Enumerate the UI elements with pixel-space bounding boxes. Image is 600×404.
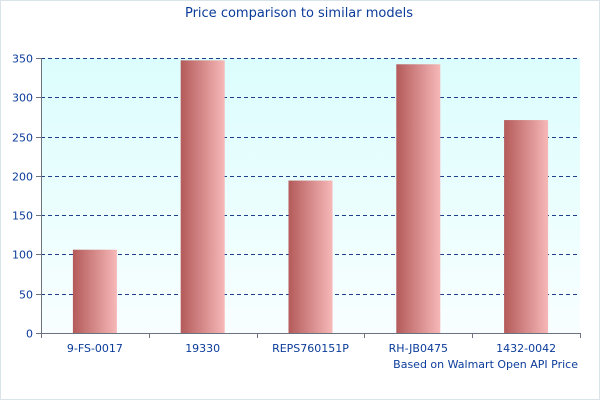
x-axis-ticks: 9-FS-0017 19330 REPS760151P RH-JB0475 1432-0… xyxy=(41,333,581,355)
y-tick-label: 50 xyxy=(19,289,33,302)
x-tick-label: 1432-0042 xyxy=(496,342,556,355)
bar-REPS760151P xyxy=(288,180,333,333)
x-tick-label: 9-FS-0017 xyxy=(67,342,123,355)
y-tick-label: 300 xyxy=(12,92,33,105)
bar-9-FS-0017 xyxy=(72,249,117,333)
chart-title: Price comparison to similar models xyxy=(185,6,413,21)
x-tick-label: RH-JB0475 xyxy=(389,342,448,355)
x-tick-label: 19330 xyxy=(185,342,220,355)
x-tick-label: REPS760151P xyxy=(272,342,349,355)
source-annotation: Based on Walmart Open API Price xyxy=(393,358,578,371)
y-tick-label: 250 xyxy=(12,132,33,145)
axes xyxy=(41,58,580,334)
y-axis-ticks: 0 50 100 150 200 250 300 350 xyxy=(12,53,41,341)
y-tick-label: 100 xyxy=(12,249,33,262)
y-tick-label: 150 xyxy=(12,210,33,223)
bar-1432-0042 xyxy=(504,120,549,333)
bar-19330 xyxy=(180,60,225,333)
y-tick-label: 200 xyxy=(12,171,33,184)
y-tick-label: 350 xyxy=(12,53,33,66)
y-tick-label: 0 xyxy=(26,328,33,341)
bars xyxy=(72,60,549,334)
bar-RH-JB0475 xyxy=(396,64,441,334)
